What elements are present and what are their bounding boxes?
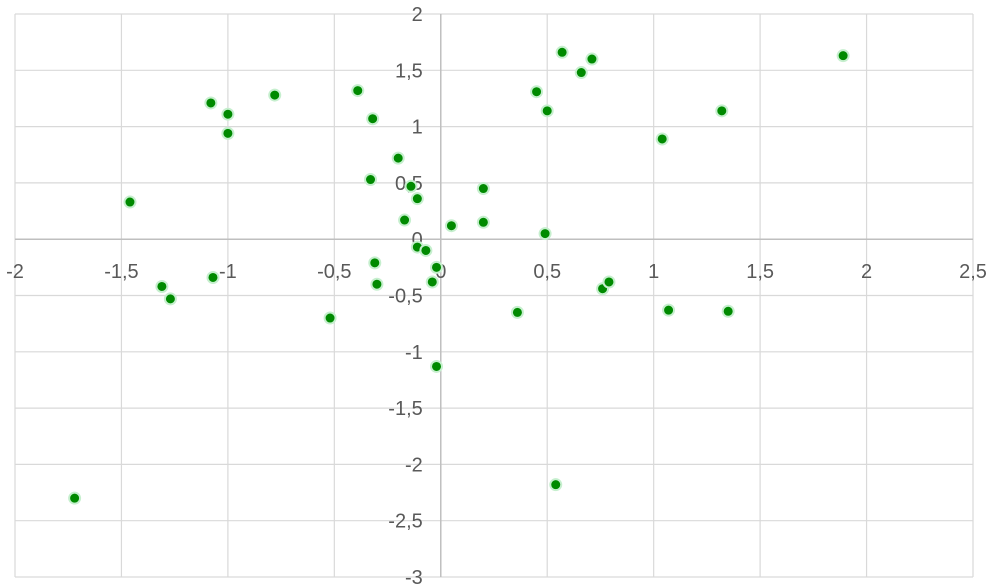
gridlines xyxy=(15,14,973,577)
x-tick-label: 1,5 xyxy=(746,261,774,283)
data-point xyxy=(269,90,280,101)
data-point xyxy=(663,305,674,316)
data-point xyxy=(838,50,849,61)
x-tick-label: -1,5 xyxy=(104,261,138,283)
data-point xyxy=(557,47,568,58)
y-tick-label: 1 xyxy=(412,117,423,139)
data-point xyxy=(352,85,363,96)
y-tick-label: 1,5 xyxy=(395,60,423,82)
data-point xyxy=(367,113,378,124)
data-points xyxy=(69,47,849,504)
data-point xyxy=(478,183,489,194)
data-point xyxy=(431,262,442,273)
data-point xyxy=(205,97,216,108)
data-point xyxy=(657,133,668,144)
x-tick-label: 0,5 xyxy=(533,261,561,283)
y-tick-label: -3 xyxy=(405,567,423,588)
data-point xyxy=(420,245,431,256)
data-point xyxy=(393,153,404,164)
data-point xyxy=(550,479,561,490)
data-point xyxy=(542,105,553,116)
data-point xyxy=(222,128,233,139)
x-tick-label: 2 xyxy=(861,261,872,283)
data-point xyxy=(325,313,336,324)
data-point xyxy=(222,109,233,120)
data-point xyxy=(399,215,410,226)
data-point xyxy=(365,174,376,185)
data-point xyxy=(427,276,438,287)
x-tick-label: 1 xyxy=(648,261,659,283)
x-tick-label: -1 xyxy=(219,261,237,283)
data-point xyxy=(478,217,489,228)
data-point xyxy=(586,54,597,65)
y-tick-label: -0,5 xyxy=(388,286,422,308)
data-point xyxy=(207,272,218,283)
data-point xyxy=(431,361,442,372)
data-point xyxy=(369,257,380,268)
x-tick-label: -2 xyxy=(6,261,24,283)
data-point xyxy=(540,228,551,239)
data-point xyxy=(412,193,423,204)
x-tick-label: 2,5 xyxy=(959,261,987,283)
data-point xyxy=(716,105,727,116)
data-point xyxy=(576,67,587,78)
data-point xyxy=(446,220,457,231)
x-tick-label: -0,5 xyxy=(317,261,351,283)
data-point xyxy=(371,279,382,290)
data-point xyxy=(156,281,167,292)
y-tick-label: -2,5 xyxy=(388,511,422,533)
y-tick-label: -2 xyxy=(405,454,423,476)
y-tick-label: 2 xyxy=(412,4,423,26)
data-point xyxy=(512,307,523,318)
y-tick-label: -1 xyxy=(405,342,423,364)
data-point xyxy=(531,86,542,97)
data-point xyxy=(603,276,614,287)
data-point xyxy=(723,306,734,317)
data-point xyxy=(405,181,416,192)
data-point xyxy=(165,293,176,304)
data-point xyxy=(124,197,135,208)
y-tick-label: -1,5 xyxy=(388,398,422,420)
data-point xyxy=(69,493,80,504)
